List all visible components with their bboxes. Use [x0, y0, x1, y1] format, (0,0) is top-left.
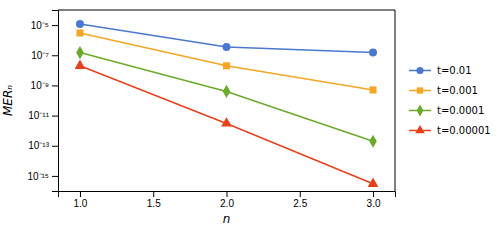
x-tick: 2.0: [220, 191, 234, 209]
x-tick-label: 1.0: [74, 198, 88, 209]
x-tick-mark: [227, 191, 228, 197]
legend-label: t=0.01: [437, 65, 472, 76]
legend-item: t=0.00001: [409, 125, 491, 136]
x-tick-mark: [300, 191, 301, 197]
frame-right: [395, 10, 396, 191]
series-point: [369, 49, 377, 57]
y-tick-mark: [52, 55, 58, 56]
y-tick-label: 10⁻¹⁵: [27, 171, 49, 182]
series-point: [369, 86, 376, 93]
series-point: [369, 135, 377, 148]
series-point: [223, 43, 231, 51]
y-tick-label: 10⁻⁷: [31, 50, 49, 61]
x-tick-label: 3.0: [367, 198, 381, 209]
y-tick: 10⁻¹¹: [28, 110, 58, 121]
x-tick: 1.0: [74, 191, 88, 209]
y-tick-label: 10⁻⁵: [31, 20, 49, 31]
series-point: [223, 85, 231, 98]
y-tick-label: 10⁻¹³: [28, 140, 49, 151]
y-tick-mark: [52, 85, 58, 86]
legend-swatch-marker: [415, 125, 425, 133]
series-point: [221, 117, 232, 126]
legend-swatch-marker: [416, 67, 423, 74]
series-point: [223, 62, 230, 69]
series: [76, 20, 377, 57]
chart: 1.01.52.02.53.010⁻⁵10⁻⁷10⁻⁹10⁻¹¹10⁻¹³10⁻…: [0, 0, 500, 229]
series-point: [368, 178, 379, 187]
x-axis-title: n: [223, 212, 231, 226]
y-tick-mark: [52, 116, 58, 117]
series-point: [75, 60, 86, 69]
legend-label: t=0.0001: [437, 105, 484, 116]
legend-swatch-marker: [417, 105, 424, 117]
x-tick-label: 2.0: [220, 198, 234, 209]
x-tick: 1.5: [147, 191, 161, 209]
x-tick: 2.5: [293, 191, 307, 209]
y-tick: 10⁻¹⁵: [27, 171, 58, 182]
x-axis: 1.0 1.5 2.0 2.5 3.0: [59, 191, 396, 209]
series-point: [76, 46, 84, 59]
x-tick-mark: [373, 191, 374, 197]
y-tick-mark: [52, 176, 58, 177]
series: [75, 60, 379, 187]
y-tick-mark: [52, 25, 58, 26]
series-line: [80, 24, 373, 53]
y-tick-label: 10⁻¹¹: [28, 110, 49, 121]
series: [76, 29, 376, 93]
x-tick-label: 1.5: [147, 198, 161, 209]
legend-item: t=0.0001: [409, 105, 484, 117]
y-tick: 10⁻⁹: [31, 80, 58, 91]
legend-label: t=0.001: [437, 85, 478, 96]
series: [76, 46, 377, 148]
legend: t=0.01 t=0.001 t=0.0001 t=0.00001: [409, 65, 491, 136]
y-axis: 10⁻⁵ 10⁻⁷ 10⁻⁹ 10⁻¹¹ 10⁻¹³ 10⁻¹⁵: [27, 11, 58, 192]
series-line: [80, 66, 373, 184]
y-axis-line: [52, 11, 59, 192]
x-axis-line: [59, 192, 396, 198]
legend-swatch-marker: [417, 87, 423, 93]
series-line: [80, 33, 373, 90]
y-tick-label: 10⁻⁹: [31, 80, 49, 91]
legend-item: t=0.01: [409, 65, 472, 76]
series-line: [80, 53, 373, 142]
y-axis-title: MERₙ: [1, 85, 15, 116]
y-tick: 10⁻⁷: [31, 50, 58, 61]
x-tick-mark: [153, 191, 154, 197]
legend-item: t=0.001: [409, 85, 478, 96]
y-tick: 10⁻¹³: [28, 140, 58, 151]
series-point: [76, 29, 83, 36]
y-tick-mark: [52, 146, 58, 147]
plot: 1.01.52.02.53.010⁻⁵10⁻⁷10⁻⁹10⁻¹¹10⁻¹³10⁻…: [1, 10, 396, 226]
series-point: [76, 20, 84, 28]
x-tick-mark: [80, 191, 81, 197]
y-tick: 10⁻⁵: [31, 20, 58, 31]
legend-label: t=0.00001: [437, 125, 491, 136]
x-tick-label: 2.5: [293, 198, 307, 209]
x-tick: 3.0: [367, 191, 381, 209]
frame-top: [58, 10, 395, 11]
marks: [75, 20, 379, 187]
